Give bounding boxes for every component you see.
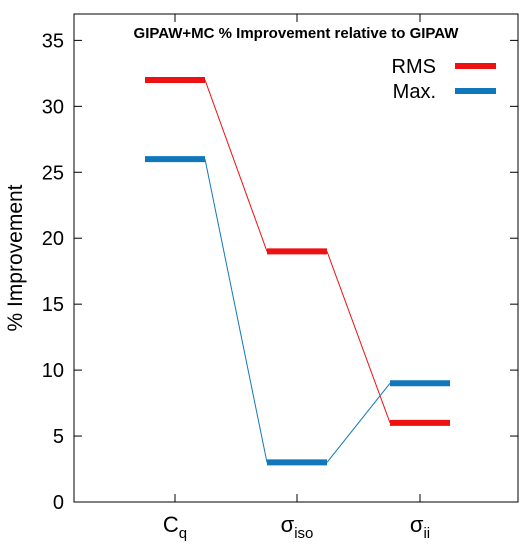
legend-label: RMS	[392, 56, 436, 78]
y-tick-label: 20	[42, 228, 64, 250]
y-tick-label: 5	[53, 426, 64, 448]
y-tick-label: 10	[42, 360, 64, 382]
x-category-label: σii	[410, 512, 430, 542]
series-connector	[204, 79, 268, 252]
series-max	[145, 156, 450, 466]
series-connector	[326, 251, 391, 424]
plot-frame	[73, 13, 519, 503]
series-connector	[326, 382, 391, 463]
x-category-label: Cq	[163, 512, 187, 542]
y-tick-label: 15	[42, 294, 64, 316]
y-tick-label: 25	[42, 162, 64, 184]
legend-label: Max.	[393, 81, 436, 103]
y-axis: 0 5 10 15 20 25 30 35	[42, 30, 518, 514]
series-connector	[204, 158, 268, 463]
x-category-label: σiso	[281, 512, 314, 542]
y-tick-label: 35	[42, 30, 64, 52]
y-tick-label: 30	[42, 96, 64, 118]
series-rms	[145, 76, 450, 426]
y-tick-label: 0	[53, 492, 64, 514]
chart-title: GIPAW+MC % Improvement relative to GIPAW	[134, 25, 460, 42]
x-axis: Cq σiso σii	[163, 14, 430, 542]
series-layer	[145, 76, 450, 466]
y-axis-title: % Improvement	[4, 184, 27, 331]
legend: RMS Max.	[392, 56, 496, 103]
